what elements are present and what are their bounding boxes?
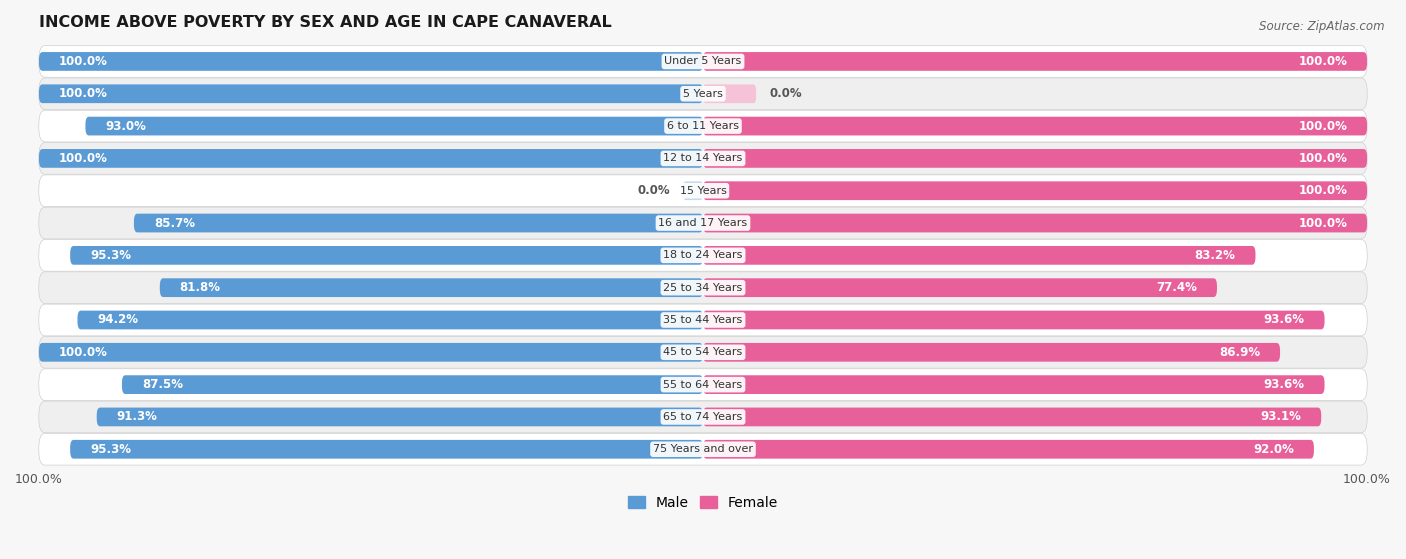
FancyBboxPatch shape (39, 143, 1367, 174)
FancyBboxPatch shape (39, 272, 1367, 304)
Text: 95.3%: 95.3% (90, 443, 131, 456)
FancyBboxPatch shape (703, 149, 1367, 168)
Text: 93.1%: 93.1% (1260, 410, 1302, 424)
Text: 100.0%: 100.0% (59, 87, 108, 100)
Text: 75 Years and over: 75 Years and over (652, 444, 754, 454)
Text: 35 to 44 Years: 35 to 44 Years (664, 315, 742, 325)
FancyBboxPatch shape (703, 181, 1367, 200)
FancyBboxPatch shape (703, 375, 1324, 394)
Text: 25 to 34 Years: 25 to 34 Years (664, 283, 742, 293)
FancyBboxPatch shape (70, 246, 703, 265)
Text: 5 Years: 5 Years (683, 89, 723, 99)
Text: 100.0%: 100.0% (59, 346, 108, 359)
FancyBboxPatch shape (703, 117, 1367, 135)
Text: 100.0%: 100.0% (59, 152, 108, 165)
FancyBboxPatch shape (39, 369, 1367, 400)
Text: 15 Years: 15 Years (679, 186, 727, 196)
Text: 100.0%: 100.0% (59, 55, 108, 68)
FancyBboxPatch shape (39, 343, 703, 362)
Text: 92.0%: 92.0% (1253, 443, 1294, 456)
Text: 86.9%: 86.9% (1219, 346, 1260, 359)
FancyBboxPatch shape (703, 408, 1322, 427)
Text: 0.0%: 0.0% (637, 184, 669, 197)
Text: 100.0%: 100.0% (1298, 152, 1347, 165)
Text: 93.6%: 93.6% (1264, 378, 1305, 391)
Text: Source: ZipAtlas.com: Source: ZipAtlas.com (1260, 20, 1385, 32)
Text: 100.0%: 100.0% (1298, 216, 1347, 230)
FancyBboxPatch shape (39, 207, 1367, 239)
Text: 93.0%: 93.0% (105, 120, 146, 132)
Text: 85.7%: 85.7% (153, 216, 195, 230)
FancyBboxPatch shape (703, 311, 1324, 329)
Text: INCOME ABOVE POVERTY BY SEX AND AGE IN CAPE CANAVERAL: INCOME ABOVE POVERTY BY SEX AND AGE IN C… (39, 15, 612, 30)
Text: 100.0%: 100.0% (1298, 184, 1347, 197)
FancyBboxPatch shape (39, 78, 1367, 110)
FancyBboxPatch shape (39, 84, 703, 103)
FancyBboxPatch shape (39, 433, 1367, 465)
Text: 95.3%: 95.3% (90, 249, 131, 262)
Legend: Male, Female: Male, Female (623, 490, 783, 515)
FancyBboxPatch shape (39, 46, 1367, 77)
Text: 18 to 24 Years: 18 to 24 Years (664, 250, 742, 260)
FancyBboxPatch shape (39, 239, 1367, 271)
Text: 87.5%: 87.5% (142, 378, 183, 391)
FancyBboxPatch shape (39, 401, 1367, 433)
Text: 100.0%: 100.0% (1298, 120, 1347, 132)
FancyBboxPatch shape (703, 278, 1218, 297)
Text: 100.0%: 100.0% (1298, 55, 1347, 68)
FancyBboxPatch shape (703, 214, 1367, 233)
FancyBboxPatch shape (39, 175, 1367, 207)
Text: 77.4%: 77.4% (1156, 281, 1197, 294)
Text: Under 5 Years: Under 5 Years (665, 56, 741, 67)
Text: 6 to 11 Years: 6 to 11 Years (666, 121, 740, 131)
Text: 91.3%: 91.3% (117, 410, 157, 424)
FancyBboxPatch shape (122, 375, 703, 394)
FancyBboxPatch shape (39, 110, 1367, 142)
FancyBboxPatch shape (77, 311, 703, 329)
Text: 65 to 74 Years: 65 to 74 Years (664, 412, 742, 422)
FancyBboxPatch shape (703, 52, 1367, 71)
FancyBboxPatch shape (683, 181, 703, 200)
FancyBboxPatch shape (39, 52, 703, 71)
Text: 0.0%: 0.0% (769, 87, 801, 100)
FancyBboxPatch shape (70, 440, 703, 458)
FancyBboxPatch shape (703, 343, 1279, 362)
FancyBboxPatch shape (39, 304, 1367, 336)
FancyBboxPatch shape (703, 84, 756, 103)
FancyBboxPatch shape (39, 337, 1367, 368)
FancyBboxPatch shape (703, 246, 1256, 265)
FancyBboxPatch shape (97, 408, 703, 427)
FancyBboxPatch shape (134, 214, 703, 233)
Text: 45 to 54 Years: 45 to 54 Years (664, 347, 742, 357)
Text: 83.2%: 83.2% (1195, 249, 1236, 262)
Text: 16 and 17 Years: 16 and 17 Years (658, 218, 748, 228)
Text: 93.6%: 93.6% (1264, 314, 1305, 326)
Text: 55 to 64 Years: 55 to 64 Years (664, 380, 742, 390)
Text: 94.2%: 94.2% (97, 314, 138, 326)
FancyBboxPatch shape (86, 117, 703, 135)
Text: 81.8%: 81.8% (180, 281, 221, 294)
FancyBboxPatch shape (160, 278, 703, 297)
FancyBboxPatch shape (703, 440, 1315, 458)
Text: 12 to 14 Years: 12 to 14 Years (664, 153, 742, 163)
FancyBboxPatch shape (39, 149, 703, 168)
